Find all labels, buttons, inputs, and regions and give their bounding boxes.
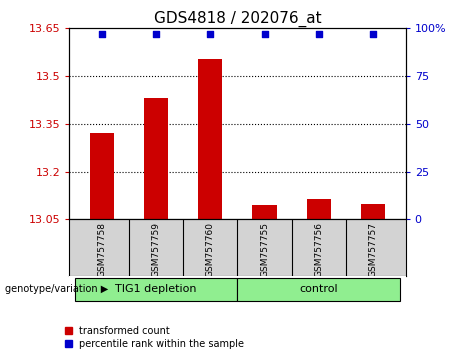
Text: GSM757757: GSM757757 — [369, 222, 378, 277]
Bar — [144, 98, 168, 219]
Text: GSM757759: GSM757759 — [152, 222, 160, 277]
Bar — [89, 133, 114, 219]
Point — [98, 31, 106, 37]
Bar — [361, 204, 385, 219]
Text: control: control — [300, 284, 338, 295]
Point — [207, 31, 214, 37]
Legend: transformed count, percentile rank within the sample: transformed count, percentile rank withi… — [65, 326, 244, 349]
FancyBboxPatch shape — [75, 278, 237, 301]
Title: GDS4818 / 202076_at: GDS4818 / 202076_at — [154, 11, 321, 27]
Point — [152, 31, 160, 37]
Text: GSM757756: GSM757756 — [314, 222, 323, 277]
Point — [261, 31, 268, 37]
Point — [369, 31, 377, 37]
Bar — [307, 199, 331, 219]
Text: genotype/variation ▶: genotype/variation ▶ — [5, 284, 108, 295]
Text: GSM757760: GSM757760 — [206, 222, 215, 277]
Bar — [252, 205, 277, 219]
Text: GSM757755: GSM757755 — [260, 222, 269, 277]
Point — [315, 31, 323, 37]
Bar — [198, 58, 223, 219]
Text: GSM757758: GSM757758 — [97, 222, 106, 277]
Text: TIG1 depletion: TIG1 depletion — [115, 284, 197, 295]
FancyBboxPatch shape — [237, 278, 400, 301]
